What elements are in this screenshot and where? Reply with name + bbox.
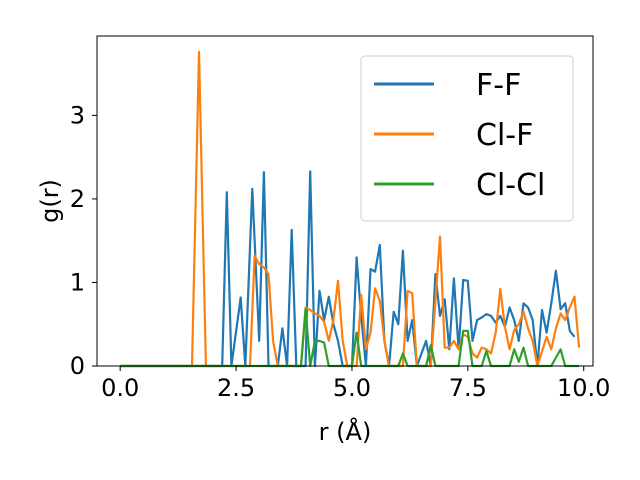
legend-box xyxy=(360,55,574,222)
x-tick-label: 2.5 xyxy=(217,374,255,402)
x-axis-ticks: 0.0 2.5 5.0 7.5 10.0 xyxy=(101,366,610,402)
x-tick-label: 5.0 xyxy=(333,374,371,402)
series-line-f-f xyxy=(120,170,576,368)
x-tick-label: 0.0 xyxy=(101,374,139,402)
y-tick-label: 0 xyxy=(70,352,85,380)
legend-label: Cl-F xyxy=(476,118,533,153)
y-tick-label: 3 xyxy=(70,101,85,129)
plot-frame xyxy=(96,35,594,367)
series-line-cl-cl xyxy=(120,308,580,368)
x-tick-label: 10.0 xyxy=(557,374,610,402)
y-tick-label: 1 xyxy=(70,268,85,296)
legend-label: F-F xyxy=(476,68,521,103)
y-axis-label: g(r) xyxy=(36,179,64,223)
y-axis-ticks: 0 1 2 3 xyxy=(70,101,97,380)
y-tick-label: 2 xyxy=(70,185,85,213)
legend: F-F Cl-F Cl-Cl xyxy=(360,55,574,222)
legend-label: Cl-Cl xyxy=(476,168,545,203)
x-axis-label: r (Å) xyxy=(319,417,372,446)
x-tick-label: 7.5 xyxy=(449,374,487,402)
